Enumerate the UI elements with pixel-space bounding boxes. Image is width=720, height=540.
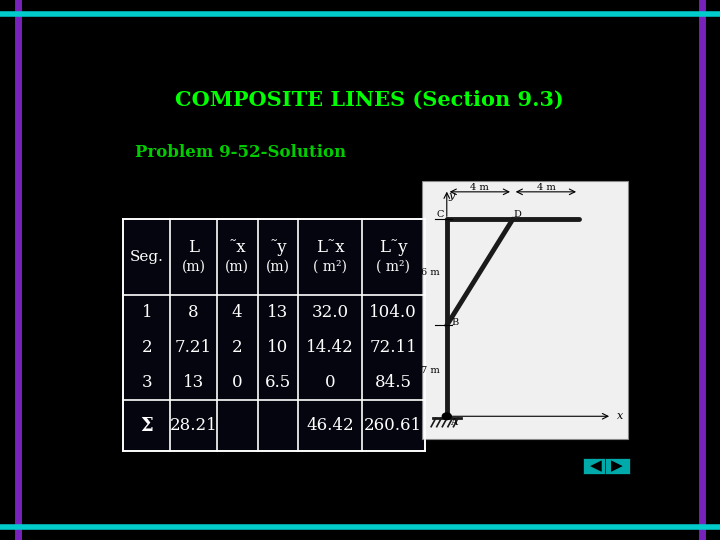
Text: 3: 3 bbox=[142, 374, 152, 392]
Text: ˜y: ˜y bbox=[269, 239, 287, 256]
Text: ( m²): ( m²) bbox=[313, 259, 347, 273]
Text: L: L bbox=[188, 239, 199, 256]
Text: 72.11: 72.11 bbox=[369, 339, 417, 356]
Text: (m): (m) bbox=[181, 259, 205, 273]
Text: 104.0: 104.0 bbox=[369, 305, 417, 321]
Text: 1: 1 bbox=[142, 305, 152, 321]
Text: 6.5: 6.5 bbox=[265, 374, 291, 392]
Text: 28.21: 28.21 bbox=[170, 417, 217, 434]
Text: Σ: Σ bbox=[140, 417, 153, 435]
Text: B: B bbox=[451, 318, 459, 327]
Text: 32.0: 32.0 bbox=[311, 305, 348, 321]
Text: 4: 4 bbox=[232, 305, 243, 321]
Text: y: y bbox=[449, 191, 455, 201]
Text: A: A bbox=[450, 418, 457, 427]
Circle shape bbox=[442, 413, 451, 420]
Text: COMPOSITE LINES (Section 9.3): COMPOSITE LINES (Section 9.3) bbox=[175, 90, 563, 110]
Bar bbox=[605, 458, 629, 474]
Bar bbox=[124, 219, 425, 451]
Text: 8: 8 bbox=[188, 305, 199, 321]
Text: ◀: ◀ bbox=[590, 458, 601, 474]
Bar bbox=[583, 458, 608, 474]
Text: D: D bbox=[514, 210, 522, 219]
Text: Problem 9-52-Solution: Problem 9-52-Solution bbox=[135, 144, 346, 161]
Text: 7 m: 7 m bbox=[421, 366, 440, 375]
Text: 4 m: 4 m bbox=[536, 183, 555, 192]
Text: Seg.: Seg. bbox=[130, 250, 163, 264]
Text: 84.5: 84.5 bbox=[374, 374, 412, 392]
Bar bbox=[422, 181, 629, 439]
Text: 46.42: 46.42 bbox=[306, 417, 354, 434]
Text: (m): (m) bbox=[225, 259, 249, 273]
Text: ( m²): ( m²) bbox=[376, 259, 410, 273]
Text: 13: 13 bbox=[183, 374, 204, 392]
Text: 2: 2 bbox=[232, 339, 243, 356]
Text: ▶: ▶ bbox=[611, 458, 624, 474]
Text: 2: 2 bbox=[142, 339, 152, 356]
Text: x: x bbox=[617, 411, 624, 421]
Text: 4 m: 4 m bbox=[470, 183, 489, 192]
Text: 10: 10 bbox=[267, 339, 289, 356]
Text: 260.61: 260.61 bbox=[364, 417, 422, 434]
Text: 0: 0 bbox=[232, 374, 243, 392]
Text: 7.21: 7.21 bbox=[175, 339, 212, 356]
Text: C: C bbox=[436, 210, 444, 219]
Text: L˜y: L˜y bbox=[379, 239, 408, 256]
Text: 14.42: 14.42 bbox=[306, 339, 354, 356]
Text: L˜x: L˜x bbox=[315, 239, 344, 256]
Text: 13: 13 bbox=[267, 305, 289, 321]
Text: (m): (m) bbox=[266, 259, 290, 273]
Text: 6 m: 6 m bbox=[421, 268, 440, 276]
Text: 0: 0 bbox=[325, 374, 336, 392]
Text: ˜x: ˜x bbox=[228, 239, 246, 256]
